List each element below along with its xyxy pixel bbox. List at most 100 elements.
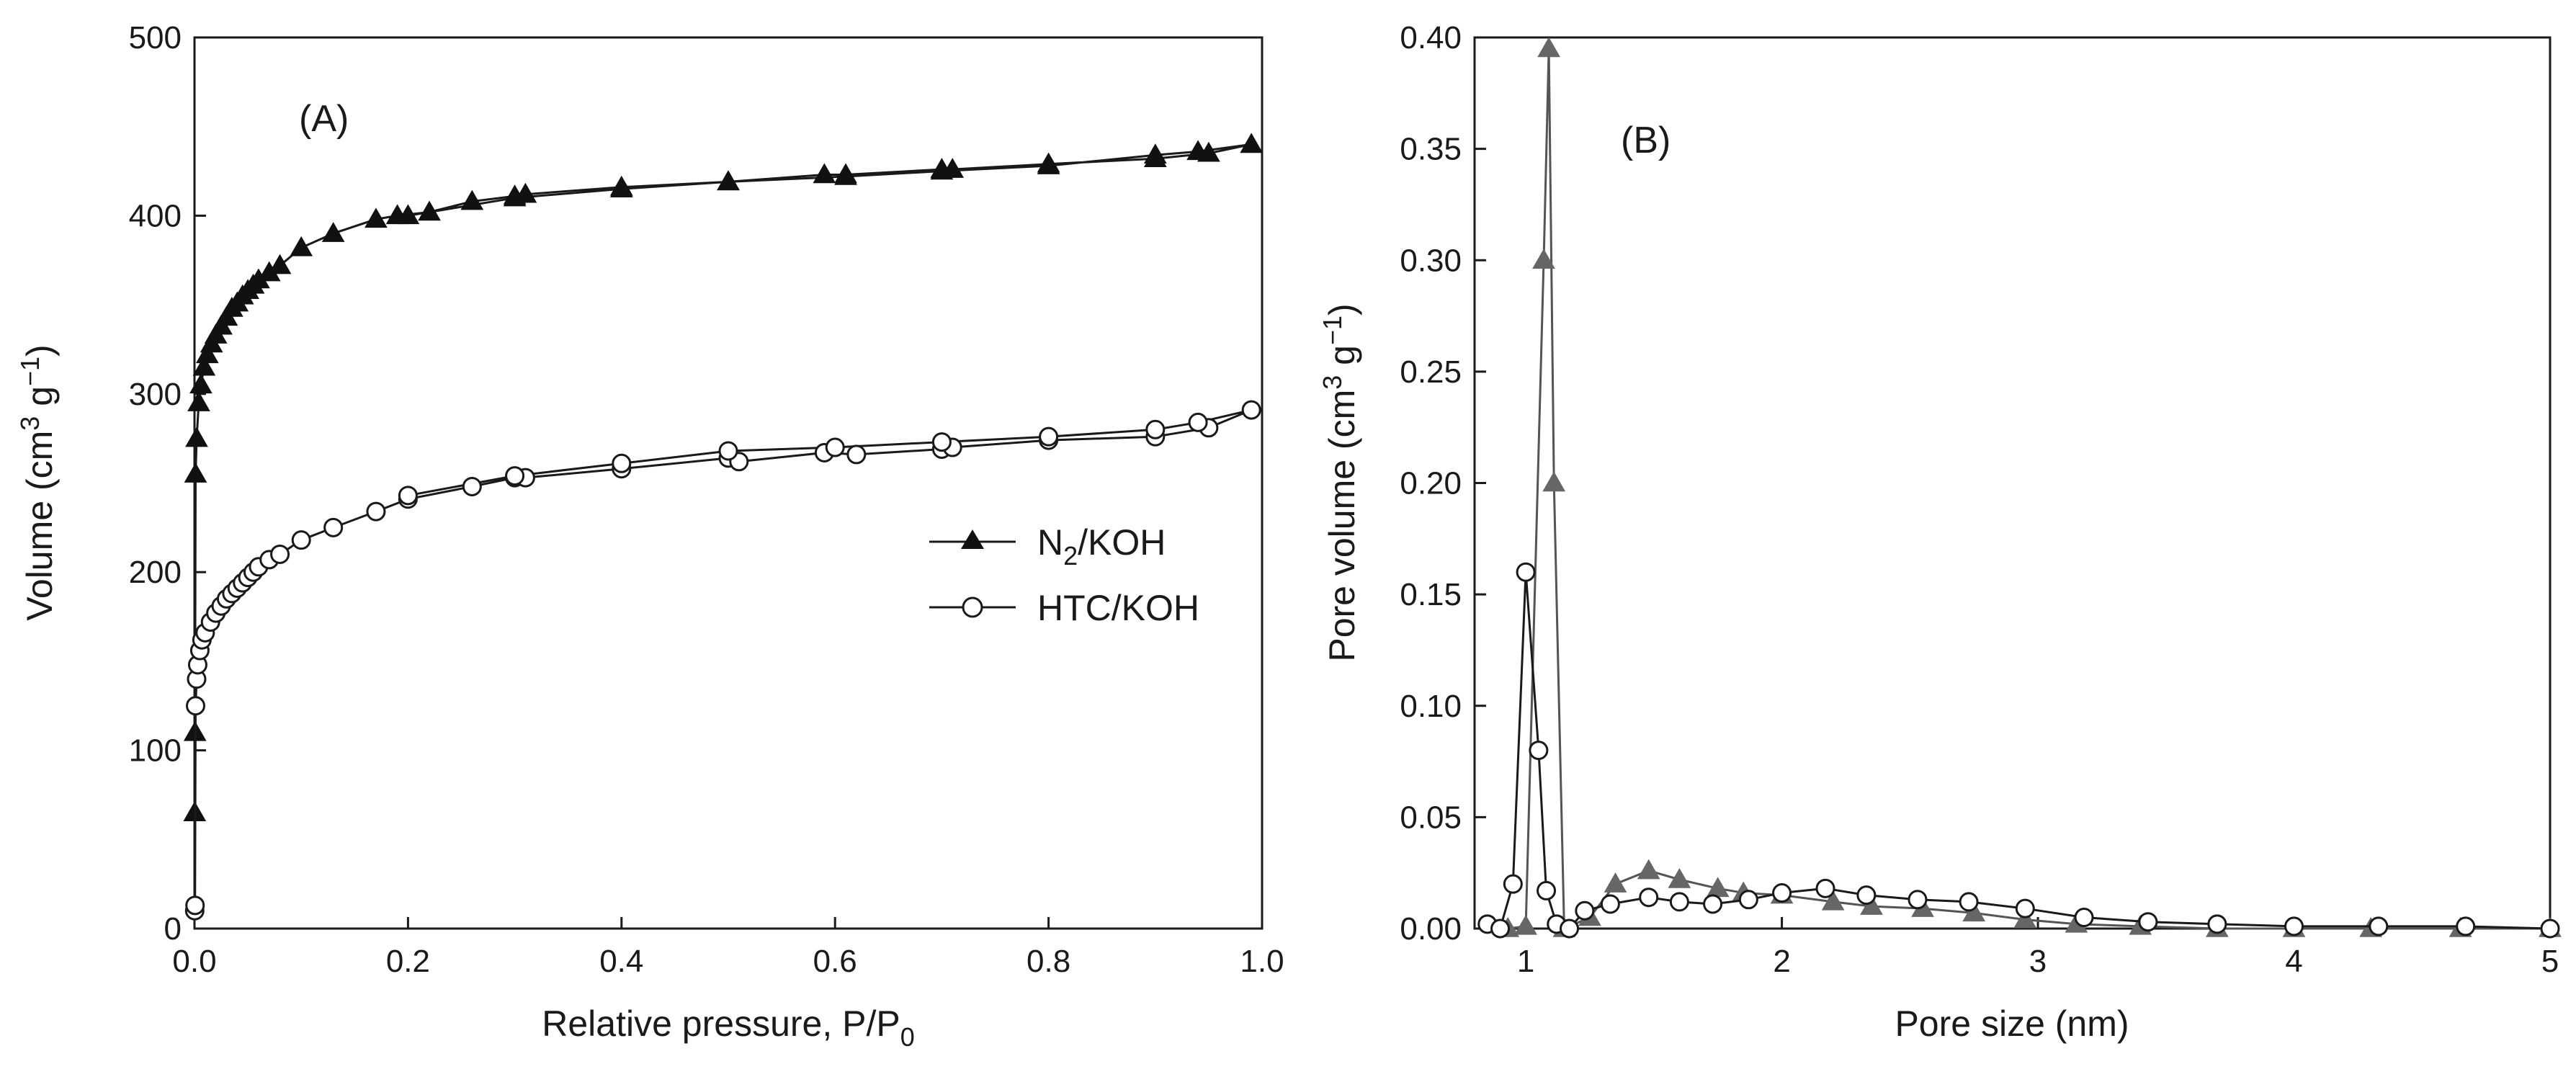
panel-a-x-axis-title: Relative pressure, P/P0 — [542, 1003, 914, 1052]
panel-b-ticks: 1 2 3 4 5 0.00 0.05 0.10 0.15 0.20 0.25 0.30 0.35 0.4… — [1400, 20, 2559, 979]
panel-a-data-point — [291, 530, 311, 550]
panel-b-x-tick-label: 5 — [2541, 944, 2559, 979]
panel-b-data-point — [1503, 874, 1523, 894]
panel-b-x-tick-label: 1 — [1517, 944, 1534, 979]
panel-a-data-point — [1143, 143, 1167, 164]
panel-b-data-point — [1962, 901, 1986, 922]
panel-a-data-point — [195, 343, 219, 364]
panel-a-data-point — [1240, 133, 1264, 153]
panel-a-data-point — [460, 189, 484, 210]
panel-a-data-point — [1188, 412, 1208, 432]
panel-a-data-point — [505, 466, 525, 486]
panel-a-data-point — [321, 222, 345, 242]
panel-b-data-point — [2138, 912, 2158, 932]
panel-b-series — [1477, 37, 2562, 939]
panel-a-legend: N2/KOH HTC/KOH — [929, 522, 1199, 628]
panel-a-y-tick-label: 500 — [129, 20, 182, 55]
panel-a-data-point — [609, 177, 633, 198]
panel-b-data-point — [1542, 471, 1566, 492]
panel-a-series-line-1 — [193, 408, 1253, 911]
panel-a-data-point — [1039, 426, 1059, 447]
panel-a-data-point — [418, 200, 441, 221]
panel-b-x-tick-label: 2 — [1773, 944, 1790, 979]
panel-b: 1 2 3 4 5 0.00 0.05 0.10 0.15 0.20 0.25 0.30 0.35 0.4… — [1318, 20, 2562, 1044]
panel-a-data-point — [366, 501, 386, 522]
panel-b-y-axis-title: Pore volume (cm3 g−1) — [1318, 303, 1362, 661]
panel-b-y-tick-label: 0.05 — [1400, 800, 1462, 835]
panel-a-data-point — [1186, 140, 1209, 161]
panel-b-data-point — [1815, 878, 1835, 898]
panel-a-data-point — [270, 544, 290, 564]
panel-a: 0.0 0.2 0.4 0.6 0.8 1.0 0 100 200 300 400 500 (A) N… — [15, 20, 1284, 1052]
panel-a-x-tick-label: 1.0 — [1240, 944, 1284, 979]
panel-a-data-point — [813, 163, 836, 184]
panel-b-data-point — [1856, 885, 1877, 906]
legend-marker-htckoh — [962, 596, 983, 618]
panel-b-data-point — [1537, 880, 1557, 900]
panel-b-data-point — [1532, 249, 1555, 269]
panel-a-data-point — [185, 696, 205, 716]
panel-b-data-point — [1959, 892, 1979, 912]
panel-b-data-point — [2015, 898, 2035, 918]
panel-b-data-point — [1516, 562, 1536, 582]
legend-label-htckoh: HTC/KOH — [1037, 588, 1199, 628]
panel-a-y-tick-label: 400 — [129, 198, 182, 233]
panel-a-data-point — [185, 895, 205, 916]
panel-a-data-point — [1037, 154, 1060, 174]
panel-a-data-point — [612, 453, 632, 473]
panel-b-x-tick-label: 4 — [2285, 944, 2302, 979]
panel-a-data-point — [187, 391, 210, 411]
panel-b-y-tick-label: 0.10 — [1400, 689, 1462, 724]
panel-a-data-point — [268, 254, 292, 274]
panel-b-y-tick-label: 0.00 — [1400, 911, 1462, 947]
panel-a-data-point — [825, 437, 845, 457]
panel-b-data-point — [2540, 918, 2560, 939]
panel-a-x-tick-label: 0.6 — [813, 944, 857, 979]
panel-b-data-point — [1529, 741, 1549, 761]
panel-b-data-point — [1669, 892, 1689, 912]
panel-a-ticks: 0.0 0.2 0.4 0.6 0.8 1.0 0 100 200 300 400 500 — [129, 20, 1284, 979]
panel-a-data-point — [931, 432, 952, 452]
panel-b-data-point — [1860, 895, 1883, 915]
panel-b-y-tick-label: 0.25 — [1400, 354, 1462, 390]
panel-a-data-point — [503, 186, 527, 207]
panel-a-data-point — [1145, 419, 1166, 439]
panel-b-y-tick-label: 0.30 — [1400, 243, 1462, 278]
panel-b-y-tick-label: 0.35 — [1400, 132, 1462, 167]
panel-b-data-point — [1738, 890, 1758, 910]
panel-b-data-point — [2284, 916, 2304, 936]
panel-a-data-point — [192, 355, 216, 376]
panel-b-data-point — [1772, 883, 1792, 903]
legend-marker-n2koh — [961, 529, 984, 549]
panel-a-data-point — [717, 170, 740, 191]
panel-a-data-point — [323, 517, 344, 537]
panel-b-series-line-0 — [1508, 48, 2550, 930]
panel-a-data-point — [718, 441, 738, 461]
panel-b-data-point — [2013, 908, 2037, 929]
panel-a-x-tick-label: 0.0 — [172, 944, 216, 979]
panel-b-data-point — [1560, 918, 1580, 939]
panel-b-x-axis-title: Pore size (nm) — [1895, 1003, 2129, 1044]
panel-b-data-point — [1537, 37, 1560, 58]
panel-b-data-point — [2369, 916, 2389, 936]
panel-a-data-point — [189, 373, 213, 394]
panel-a-data-point — [930, 159, 954, 180]
panel-b-plot-frame — [1473, 36, 2552, 930]
panel-a-x-tick-label: 0.4 — [599, 944, 643, 979]
panel-a-y-tick-label: 100 — [129, 733, 182, 769]
panel-b-data-point — [1490, 918, 1511, 939]
panel-b-data-point — [1908, 890, 1928, 910]
panel-a-data-point — [398, 486, 418, 506]
panel-b-data-point — [1604, 872, 1627, 893]
legend-label-n2koh: N2/KOH — [1037, 522, 1166, 571]
panel-b-data-point — [1703, 894, 1723, 914]
panel-a-data-point — [290, 236, 313, 256]
panel-a-data-point — [365, 207, 388, 228]
panel-a-data-point — [185, 426, 208, 447]
panel-a-data-point — [396, 204, 420, 225]
panel-b-y-tick-label: 0.20 — [1400, 466, 1462, 501]
panel-a-series-line-0 — [193, 143, 1253, 813]
panel-b-data-point — [1514, 914, 1537, 935]
panel-b-y-tick-label: 0.40 — [1400, 20, 1462, 55]
